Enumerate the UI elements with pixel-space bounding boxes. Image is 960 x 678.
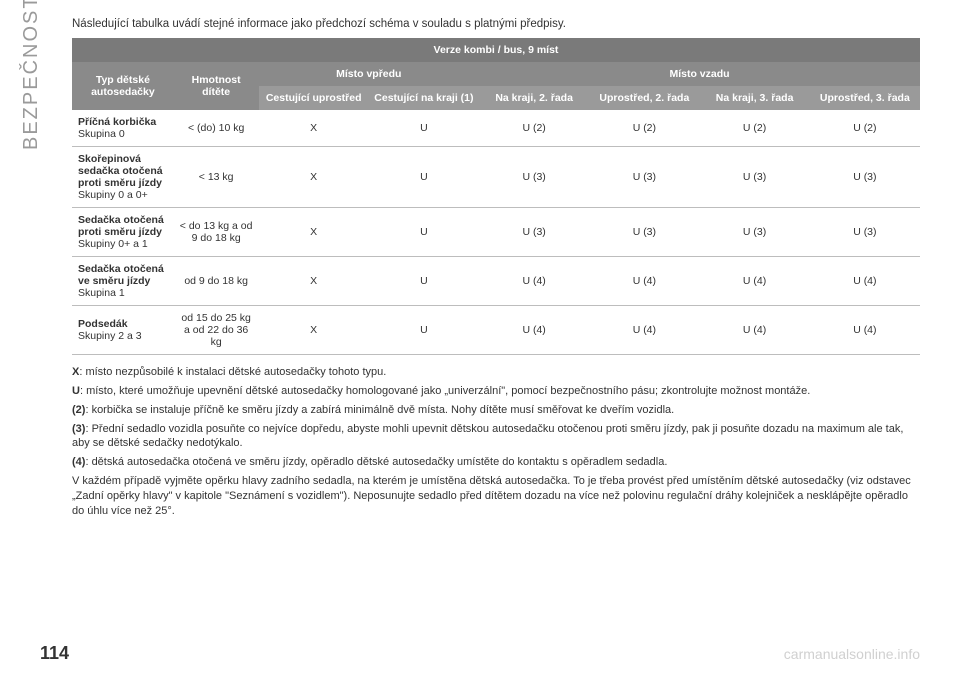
table-row: Sedačka otočená ve směru jízdySkupina 1o… <box>72 257 920 306</box>
row-value: U (3) <box>589 208 699 257</box>
row-value: U <box>369 306 479 355</box>
row-value: U (4) <box>479 306 589 355</box>
row-value: U (4) <box>699 306 809 355</box>
row-type: PodsedákSkupiny 2 a 3 <box>72 306 174 355</box>
col-weight-header: Hmotnost dítěte <box>174 62 259 110</box>
row-value: U (2) <box>699 110 809 147</box>
note-line: (4): dětská autosedačka otočená ve směru… <box>72 455 920 470</box>
sub-c4: Uprostřed, 2. řada <box>589 86 699 110</box>
row-value: U (3) <box>479 208 589 257</box>
row-type: Příčná korbičkaSkupina 0 <box>72 110 174 147</box>
intro-text: Následující tabulka uvádí stejné informa… <box>72 18 920 30</box>
group-front-header: Místo vpředu <box>259 62 479 86</box>
table-body: Příčná korbičkaSkupina 0< (do) 10 kgXUU … <box>72 110 920 355</box>
row-value: U (3) <box>479 147 589 208</box>
note-line: U: místo, které umožňuje upevnění dětské… <box>72 384 920 399</box>
sub-c6: Uprostřed, 3. řada <box>810 86 920 110</box>
row-weight: od 15 do 25 kg a od 22 do 36 kg <box>174 306 259 355</box>
child-seat-table: Verze kombi / bus, 9 míst Typ dětské aut… <box>72 38 920 355</box>
row-value: U (3) <box>699 147 809 208</box>
row-value: U (2) <box>810 110 920 147</box>
row-value: X <box>259 257 369 306</box>
table-row: Skořepinová sedačka otočená proti směru … <box>72 147 920 208</box>
row-value: U (3) <box>810 147 920 208</box>
table-row: Sedačka otočená proti směru jízdySkupiny… <box>72 208 920 257</box>
row-weight: < 13 kg <box>174 147 259 208</box>
table-row: PodsedákSkupiny 2 a 3od 15 do 25 kg a od… <box>72 306 920 355</box>
sub-c5: Na kraji, 3. řada <box>699 86 809 110</box>
row-type: Skořepinová sedačka otočená proti směru … <box>72 147 174 208</box>
row-type: Sedačka otočená ve směru jízdySkupina 1 <box>72 257 174 306</box>
table-top-header: Verze kombi / bus, 9 míst <box>72 38 920 62</box>
row-value: U (4) <box>699 257 809 306</box>
row-value: U (3) <box>589 147 699 208</box>
row-weight: < (do) 10 kg <box>174 110 259 147</box>
row-type: Sedačka otočená proti směru jízdySkupiny… <box>72 208 174 257</box>
row-weight: < do 13 kg a od 9 do 18 kg <box>174 208 259 257</box>
row-value: U <box>369 208 479 257</box>
row-value: U (4) <box>479 257 589 306</box>
note-line: X: místo nezpůsobilé k instalaci dětské … <box>72 365 920 380</box>
note-line: V každém případě vyjměte opěrku hlavy za… <box>72 474 920 519</box>
group-rear-header: Místo vzadu <box>479 62 920 86</box>
sub-c3: Na kraji, 2. řada <box>479 86 589 110</box>
row-value: U (3) <box>699 208 809 257</box>
notes-block: X: místo nezpůsobilé k instalaci dětské … <box>72 365 920 519</box>
page: BEZPEČNOST Následující tabulka uvádí ste… <box>0 0 960 678</box>
watermark: carmanualsonline.info <box>784 646 920 662</box>
row-weight: od 9 do 18 kg <box>174 257 259 306</box>
row-value: U (4) <box>810 257 920 306</box>
table-row: Příčná korbičkaSkupina 0< (do) 10 kgXUU … <box>72 110 920 147</box>
row-value: X <box>259 306 369 355</box>
note-line: (2): korbička se instaluje příčně ke smě… <box>72 403 920 418</box>
section-side-label: BEZPEČNOST <box>20 0 43 150</box>
row-value: U (3) <box>810 208 920 257</box>
row-value: X <box>259 147 369 208</box>
row-value: U (4) <box>810 306 920 355</box>
row-value: U (2) <box>589 110 699 147</box>
row-value: X <box>259 110 369 147</box>
row-value: U (4) <box>589 257 699 306</box>
row-value: U (2) <box>479 110 589 147</box>
row-value: U <box>369 110 479 147</box>
note-line: (3): Přední sedadlo vozidla posuňte co n… <box>72 422 920 452</box>
row-value: U <box>369 257 479 306</box>
row-value: X <box>259 208 369 257</box>
col-type-header: Typ dětské autosedačky <box>72 62 174 110</box>
row-value: U (4) <box>589 306 699 355</box>
sub-c2: Cestující na kraji (1) <box>369 86 479 110</box>
sub-c1: Cestující uprostřed <box>259 86 369 110</box>
row-value: U <box>369 147 479 208</box>
page-number: 114 <box>40 643 69 664</box>
